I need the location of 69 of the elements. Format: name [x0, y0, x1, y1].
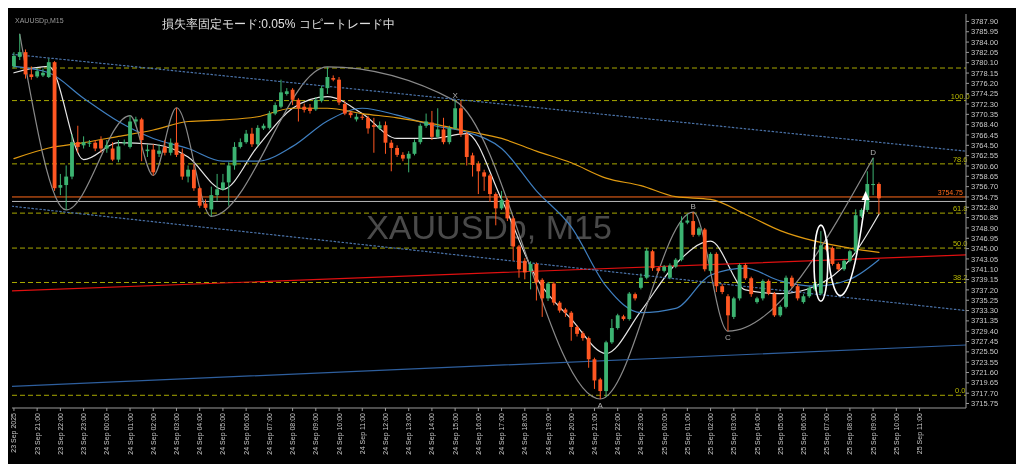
annotation: X: [452, 90, 459, 100]
candlestick: [191, 163, 196, 192]
candlestick: [586, 336, 591, 369]
candlestick: [308, 103, 312, 115]
candlestick: [534, 261, 539, 301]
annotation: B: [690, 202, 696, 212]
candlestick: [691, 211, 696, 238]
line-series: [19, 33, 874, 400]
candlestick: [215, 173, 220, 202]
candlestick: [162, 139, 167, 156]
candlestick: [749, 276, 754, 298]
candlestick: [180, 148, 185, 181]
candlestick: [528, 260, 533, 290]
candlestick: [151, 143, 156, 177]
annotation: 損失率固定モード:0.05% コピートレード中: [162, 17, 395, 31]
candlestick: [389, 139, 394, 172]
candlestick: [186, 164, 191, 183]
candlestick: [430, 110, 434, 141]
annotation: D: [870, 148, 877, 158]
candlestick: [522, 257, 527, 280]
candlestick: [400, 151, 405, 162]
candlestick: [296, 97, 301, 122]
candlestick: [371, 117, 376, 154]
candlestick: [760, 278, 765, 301]
candlestick: [58, 173, 63, 196]
candlestick: [424, 113, 429, 129]
candlestick: [279, 79, 283, 109]
candlestick: [139, 117, 144, 162]
candlestick: [255, 124, 260, 147]
candlestick: [226, 161, 231, 207]
candlestick: [551, 281, 556, 306]
candlestick: [418, 123, 423, 145]
candlestick: [197, 186, 202, 209]
candlestick: [99, 135, 103, 154]
candlestick: [110, 141, 115, 162]
line-series: [13, 107, 880, 253]
candlestick: [157, 143, 161, 158]
candlestick: [476, 160, 481, 195]
candlestick: [406, 150, 411, 173]
candlestick: [464, 131, 469, 166]
candlestick: [540, 277, 545, 318]
candlestick: [453, 100, 458, 131]
candlestick: [731, 296, 736, 320]
candlestick: [46, 57, 51, 79]
candlestick: [871, 157, 876, 196]
candlestick: [546, 281, 550, 302]
candlestick: [598, 377, 603, 400]
candlestick: [575, 324, 579, 338]
candlestick: [482, 169, 487, 192]
annotation: C: [725, 333, 732, 343]
candlestick: [17, 33, 22, 61]
candlestick: [267, 110, 272, 130]
candlestick: [517, 244, 521, 279]
candlestick: [366, 115, 370, 135]
candlestick: [609, 318, 614, 345]
candlestick: [221, 173, 225, 192]
candlestick: [580, 330, 585, 342]
candlestick: [877, 181, 881, 215]
candlestick: [209, 186, 214, 217]
candlestick: [569, 310, 574, 342]
candlestick: [726, 293, 730, 332]
annotation: A: [597, 401, 604, 410]
candlestick: [250, 127, 254, 148]
candlestick: [447, 125, 452, 145]
candlestick: [337, 76, 341, 106]
candlestick: [488, 173, 492, 203]
candlestick: [435, 107, 440, 139]
candlestick: [64, 164, 69, 211]
candlestick: [75, 125, 80, 154]
